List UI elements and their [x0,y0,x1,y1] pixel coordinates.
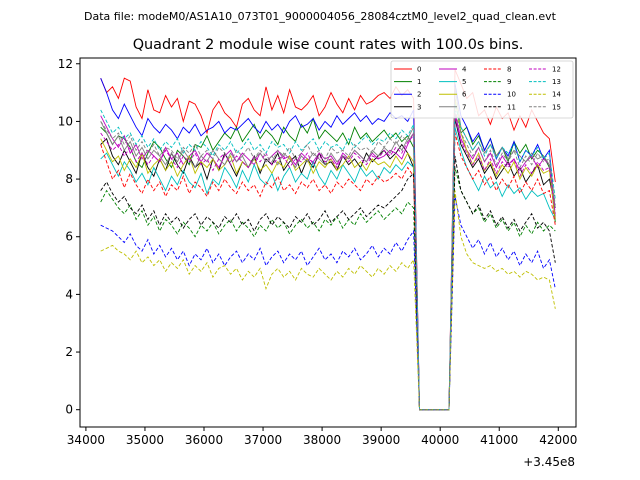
y-tick-label: 12 [58,57,73,71]
legend-label-6: 6 [462,91,467,99]
x-offset-label: +3.45e8 [523,455,575,469]
series-line-0 [100,69,556,411]
legend-label-9: 9 [507,78,511,86]
y-tick-label: 0 [65,403,73,417]
legend-label-5: 5 [462,78,466,86]
series-line-14 [100,190,556,411]
legend-label-14: 14 [552,91,561,99]
legend-label-10: 10 [507,91,516,99]
x-tick-label: 38000 [303,433,341,447]
y-tick-label: 10 [58,114,73,128]
legend-box [390,60,574,119]
legend-label-8: 8 [507,66,511,74]
x-tick-label: 41000 [480,433,518,447]
legend-label-2: 2 [417,91,421,99]
y-tick-label: 4 [65,287,73,301]
x-tick-label: 40000 [421,433,459,447]
plot-frame [79,57,577,428]
series-line-13 [100,103,556,411]
x-tick-label: 37000 [244,433,282,447]
series-line-5 [100,127,556,411]
legend-label-13: 13 [552,78,561,86]
legend-label-1: 1 [417,78,421,86]
series-line-12 [100,115,556,411]
series-line-15 [100,109,556,411]
legend-label-3: 3 [417,103,421,111]
series-line-3 [100,118,556,411]
chart-title: Quadrant 2 module wise count rates with … [133,37,524,53]
y-tick-label: 6 [65,230,73,244]
legend-label-0: 0 [417,66,421,74]
x-tick-label: 34000 [67,433,105,447]
series-line-11 [100,155,556,411]
legend-label-7: 7 [462,103,466,111]
legend-label-15: 15 [552,103,561,111]
x-tick-label: 35000 [126,433,164,447]
legend-label-12: 12 [552,66,561,74]
y-tick-label: 2 [65,345,73,359]
legend-label-4: 4 [462,66,467,74]
axes: 34000 35000 36000 37000 38000 39000 40000 41000… [58,57,578,447]
series-line-8 [100,132,556,411]
series-line-10 [100,196,556,411]
series-line-9 [100,167,556,411]
plot-lines [100,69,556,411]
series-line-2 [100,78,556,411]
y-tick-label: 8 [65,172,73,186]
legend-label-11: 11 [507,103,516,111]
x-tick-label: 36000 [185,433,223,447]
series-line-7 [100,86,556,411]
suptitle: Data file: modeM0/AS1A10_073T01_90000040… [84,10,557,23]
x-tick-label: 39000 [362,433,400,447]
x-tick-label: 42000 [539,433,577,447]
